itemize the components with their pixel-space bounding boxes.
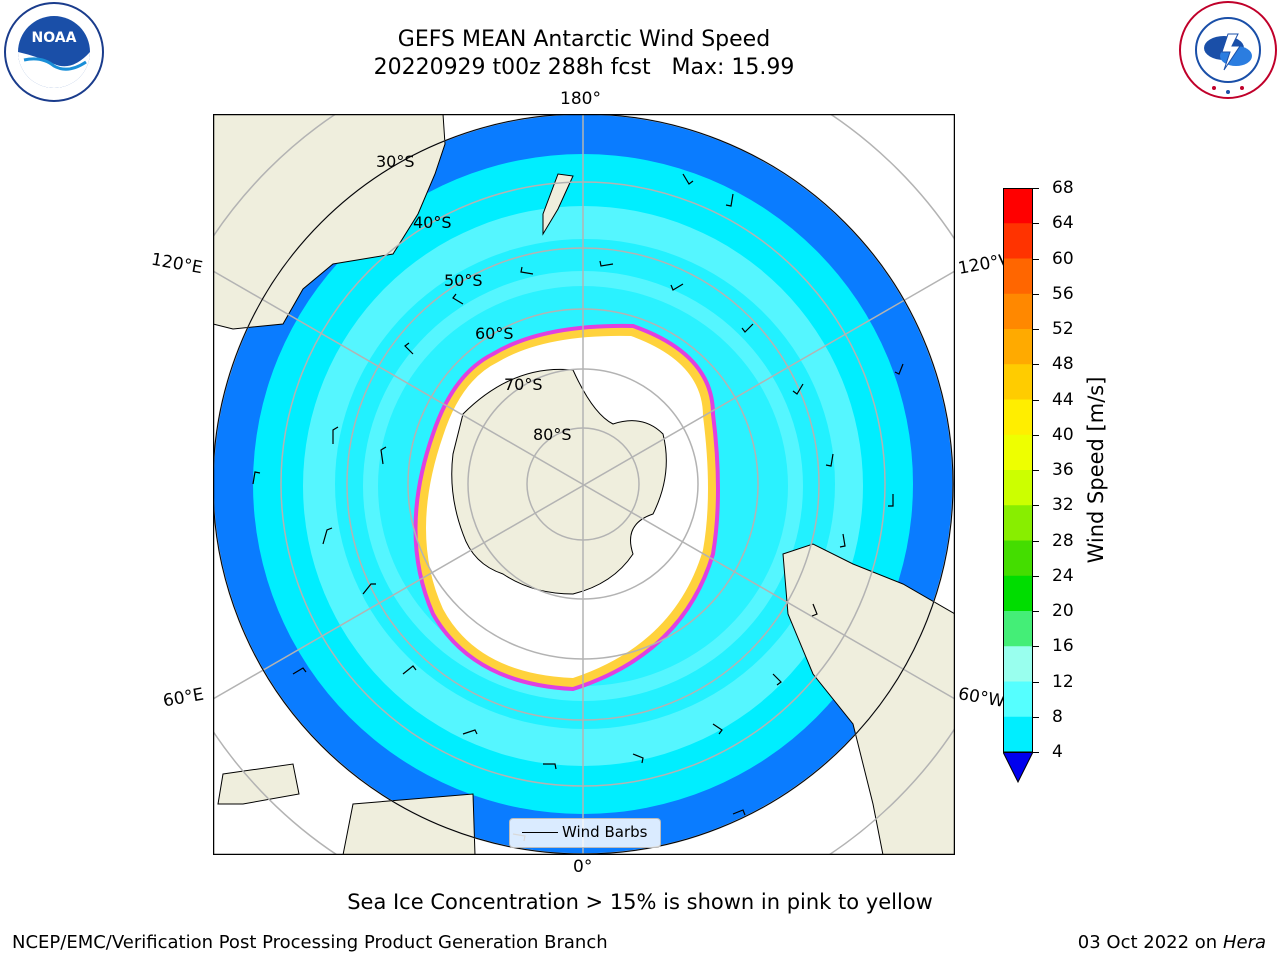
colorbar-bin (1003, 258, 1033, 295)
colorbar-tick-mark (1033, 540, 1039, 542)
colorbar-tick-mark (1033, 329, 1039, 330)
colorbar-bin (1003, 540, 1033, 577)
colorbar-tick-label: 40 (1052, 424, 1074, 445)
colorbar-tick-label: 64 (1052, 213, 1074, 234)
wind-barbs (252, 173, 904, 842)
noaa-logo: NOAA (2, 2, 106, 106)
footer-branch: NCEP/EMC/Verification Post Processing Pr… (12, 932, 608, 953)
colorbar-bin (1003, 364, 1033, 400)
colorbar-tick-label: 68 (1052, 178, 1074, 198)
lon-label-60e: 60°E (161, 684, 206, 712)
colorbar-bin (1003, 575, 1033, 612)
colorbar-bin (1003, 293, 1033, 330)
colorbar-tick-mark (1033, 399, 1039, 401)
colorbar-tick-mark (1033, 646, 1039, 648)
lat-label-70s: 70°S (504, 375, 543, 394)
land-new-zealand (542, 173, 574, 236)
land-antarctica (451, 368, 667, 595)
colorbar-tick-mark (1033, 752, 1039, 753)
colorbar-tick-mark (1033, 434, 1039, 436)
nws-logo (1178, 0, 1278, 100)
colorbar-tick-mark (1033, 505, 1039, 507)
lat-label-80s: 80°S (533, 425, 572, 444)
colorbar-tick-label: 4 (1052, 742, 1063, 762)
colorbar-tick-label: 24 (1052, 565, 1074, 586)
colorbar-bin (1003, 188, 1033, 224)
colorbar-bin (1003, 434, 1033, 471)
legend-line-icon (522, 832, 558, 833)
colorbar-bin (1003, 470, 1033, 506)
land-madagascar (217, 763, 300, 805)
colorbar-tick-label: 60 (1052, 248, 1074, 269)
colorbar-title: Wind Speed [m/s] (1084, 376, 1108, 564)
lat-label-40s: 40°S (413, 213, 452, 232)
footer-date-text: 03 Oct 2022 on (1077, 932, 1218, 953)
title-line-2: 20220929 t00z 288h fcst Max: 15.99 (373, 55, 795, 80)
colorbar-tick-label: 44 (1052, 389, 1074, 410)
footer-date: 03 Oct 2022 on Hera (1078, 932, 1266, 953)
colorbar-bin (1003, 646, 1033, 682)
colorbar-tick-mark (1033, 293, 1039, 295)
title-line-1: GEFS MEAN Antarctic Wind Speed (397, 27, 771, 52)
colorbar-tick-label: 56 (1052, 283, 1074, 304)
colorbar-tick-mark (1033, 681, 1039, 683)
colorbar-tick-label: 12 (1052, 671, 1074, 692)
lon-label-60w: 60°W (956, 684, 1007, 712)
colorbar-bin (1003, 505, 1033, 541)
sea-ice-caption: Sea Ice Concentration > 15% is shown in … (347, 890, 933, 914)
map-panel (213, 114, 955, 855)
colorbar-tick-mark (1033, 258, 1039, 260)
colorbar-bin (1003, 681, 1033, 718)
footer-host: Hera (1222, 932, 1266, 953)
colorbar-tick-mark (1033, 716, 1039, 718)
colorbar-tick-label: 48 (1052, 354, 1074, 375)
lon-label-0: 0° (573, 857, 593, 877)
colorbar-tick-label: 28 (1052, 530, 1074, 551)
colorbar-bin (1003, 716, 1033, 753)
colorbar-bin (1003, 611, 1033, 647)
legend-label: Wind Barbs (562, 823, 648, 841)
colorbar-tick-label: 32 (1052, 495, 1074, 516)
map-legend: Wind Barbs (509, 818, 661, 848)
colorbar-tick-mark (1033, 223, 1039, 225)
colorbar-tick-label: 20 (1052, 601, 1074, 621)
colorbar-tick-label: 36 (1052, 460, 1074, 480)
colorbar-tick-label: 16 (1052, 636, 1074, 657)
svg-text:NOAA: NOAA (32, 30, 77, 46)
colorbar-bin (1003, 399, 1033, 436)
colorbar-tick-mark (1033, 188, 1039, 189)
colorbar-tick-label: 8 (1052, 706, 1063, 727)
colorbar-tick-mark (1033, 575, 1039, 577)
colorbar-bin (1003, 223, 1033, 259)
lon-label-120e: 120°E (149, 249, 205, 279)
colorbar-bin (1003, 329, 1033, 365)
colorbar (1002, 188, 1034, 784)
lat-label-30s: 30°S (376, 152, 415, 171)
colorbar-tick-label: 52 (1052, 319, 1074, 339)
colorbar-tick-mark (1033, 470, 1039, 471)
lat-label-50s: 50°S (444, 271, 483, 290)
lon-label-180: 180° (560, 89, 601, 109)
colorbar-tick-mark (1033, 611, 1039, 612)
colorbar-extend-arrow (1002, 751, 1034, 784)
colorbar-tick-mark (1033, 364, 1039, 366)
lat-label-60s: 60°S (475, 324, 514, 343)
